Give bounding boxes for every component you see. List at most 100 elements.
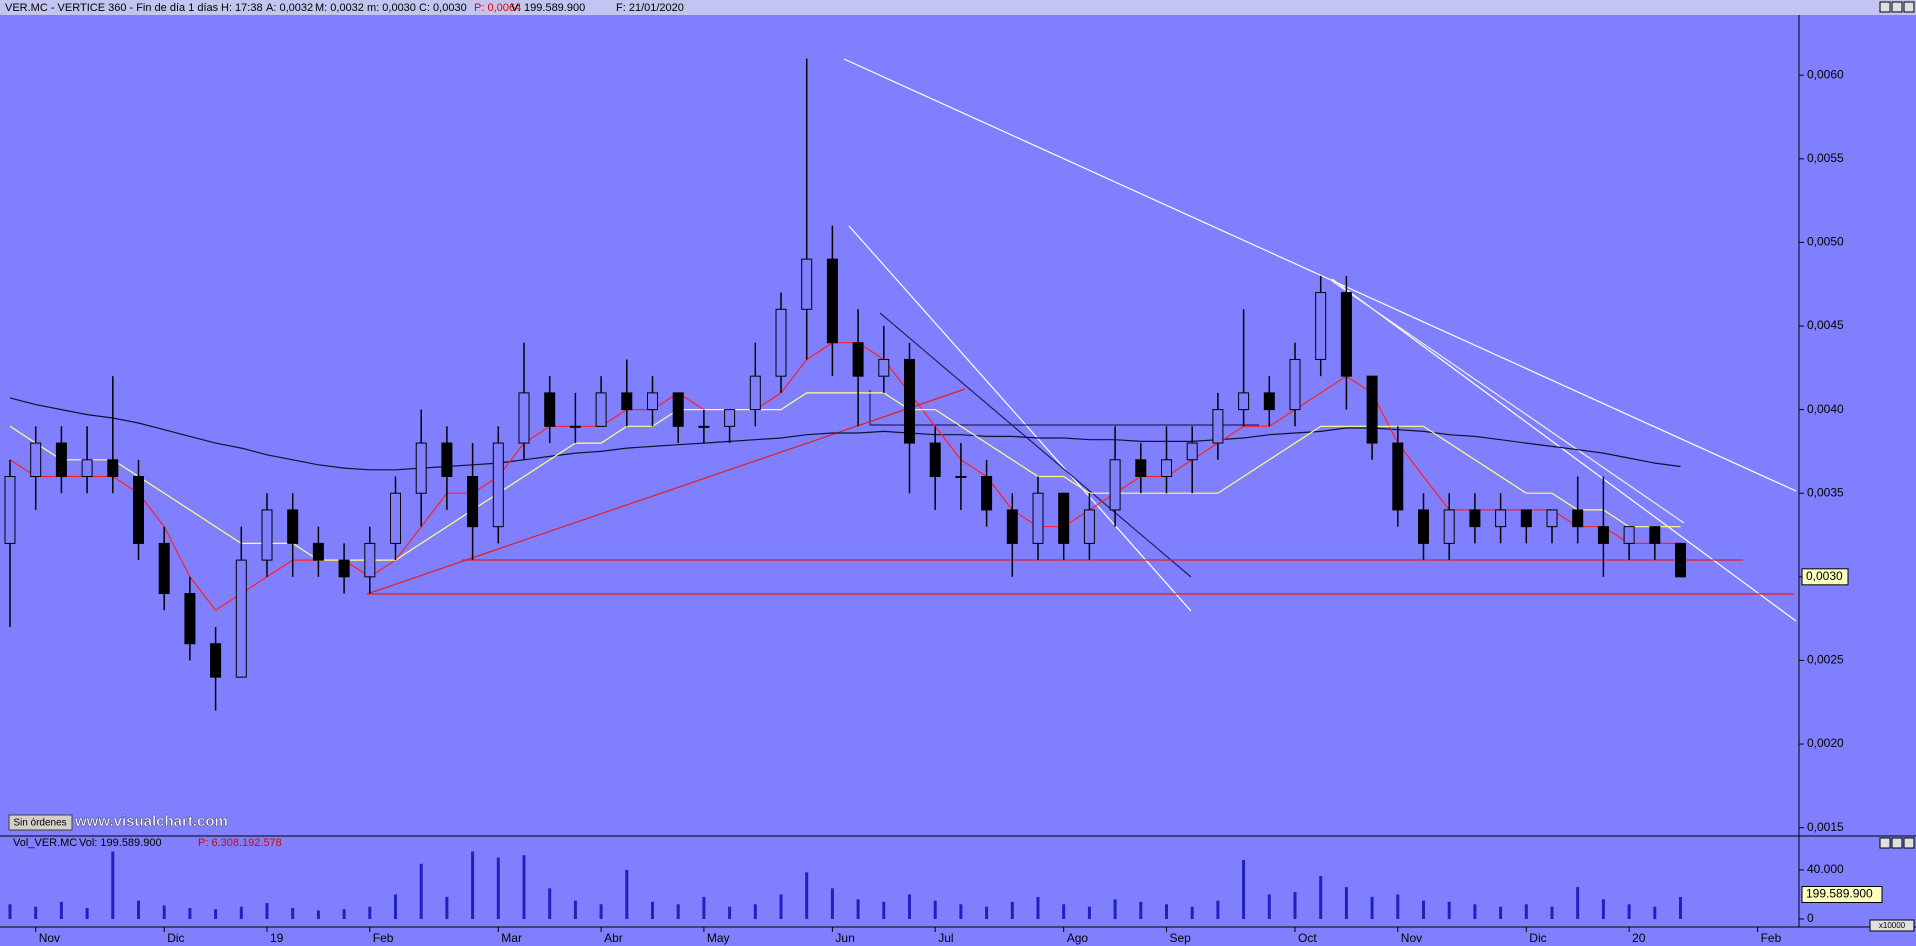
candle-body	[1109, 459, 1121, 511]
volume-bar	[1267, 894, 1271, 919]
candle-body	[1495, 509, 1507, 528]
header-item: A: 0,0032	[266, 2, 313, 14]
volume-bar	[1036, 896, 1040, 919]
volume-unit: x10000	[1879, 921, 1906, 930]
x-tick-label: May	[707, 931, 730, 945]
window-buttons[interactable]	[1879, 1, 1915, 849]
y-tick-label: 0,0055	[1807, 151, 1844, 165]
candle-body	[981, 475, 993, 511]
volume-bar	[1190, 906, 1194, 919]
candle-body	[775, 308, 787, 377]
y-tick-label: 0,0040	[1807, 402, 1844, 416]
volume-bar	[419, 863, 423, 919]
y-tick-label: 0,0025	[1807, 653, 1844, 667]
candle-body	[338, 559, 350, 578]
y-tick-label: 40.000	[1807, 862, 1844, 876]
x-tick-label: Feb	[1761, 931, 1782, 945]
close-button[interactable]	[1903, 1, 1915, 13]
candle-body	[647, 392, 658, 411]
trendline	[879, 312, 1192, 578]
candle-body	[1469, 509, 1481, 528]
candle-body	[1649, 526, 1661, 544]
orders-button-label[interactable]: Sin órdenes	[13, 818, 66, 829]
y-tick-label: 0,0015	[1807, 820, 1844, 834]
x-tick-label: Abr	[604, 931, 623, 945]
x-tick-label: 19	[270, 931, 284, 945]
header-item: V: 199.589.900	[511, 2, 585, 14]
minimize-button[interactable]	[1879, 1, 1891, 13]
x-tick-label: Ago	[1067, 931, 1089, 945]
volume-bar	[1062, 904, 1066, 919]
volume-bar	[856, 899, 860, 919]
candle-body	[235, 559, 247, 678]
volume-bar	[676, 904, 680, 919]
volume-bar	[753, 904, 757, 919]
orders-button[interactable]	[8, 814, 73, 831]
candle-body	[55, 442, 67, 477]
volume-bar	[1344, 887, 1348, 919]
volume-bar	[1165, 904, 1168, 919]
volume-bar	[34, 906, 38, 919]
volume-bar	[1576, 887, 1580, 919]
volume-bar	[1627, 904, 1631, 919]
volume-bar	[651, 901, 654, 919]
moving-average	[9, 397, 1681, 471]
volume-bar	[265, 903, 269, 919]
trendline	[848, 225, 1192, 612]
trendline	[1331, 280, 1685, 524]
candle-body	[1263, 392, 1275, 411]
volume-bar	[1319, 876, 1323, 919]
volume-bar	[111, 851, 115, 919]
maximize-button[interactable]	[1891, 1, 1903, 13]
volume-bar	[1499, 906, 1503, 919]
close-button[interactable]	[1903, 837, 1915, 849]
volume-bar	[1524, 904, 1528, 919]
candle-body	[852, 342, 864, 377]
volume-bar	[394, 894, 397, 919]
unit-box	[1869, 919, 1915, 932]
candle-body	[1623, 526, 1635, 544]
volume-bar	[933, 900, 937, 919]
candle-body	[1058, 492, 1070, 544]
candle-body	[133, 475, 144, 544]
candle-body	[1520, 509, 1532, 528]
price-marker: 0,0030	[1806, 569, 1843, 583]
candle-body	[621, 392, 633, 411]
candle-body	[1315, 292, 1327, 360]
volume-bar	[316, 910, 320, 919]
volume-marker: 199.589.900	[1806, 887, 1873, 901]
volume-bar	[805, 872, 809, 919]
volume-bar	[85, 907, 89, 919]
volume-bar	[162, 905, 166, 919]
candle-body	[1238, 392, 1250, 411]
volume-bar	[1293, 892, 1297, 919]
volume-bar	[291, 907, 295, 919]
minimize-button[interactable]	[1879, 837, 1891, 849]
candle-body	[1418, 509, 1429, 544]
candle-body	[672, 392, 684, 427]
candle-body	[390, 492, 401, 544]
volume-bar	[1010, 901, 1014, 919]
volume-bar	[522, 855, 526, 919]
header-item: H: 17:38	[221, 2, 263, 14]
volume-bar	[1242, 860, 1246, 919]
volume-bar	[573, 900, 577, 919]
header-item: C: 0,0030	[419, 2, 467, 14]
header-item: F: 21/01/2020	[616, 2, 684, 14]
y-tick-label: 0	[1807, 911, 1814, 925]
x-tick-label: Jun	[835, 931, 854, 945]
volume-bar	[471, 851, 475, 919]
volume-bar	[548, 888, 552, 919]
volume-bar	[368, 906, 372, 919]
maximize-button[interactable]	[1891, 837, 1903, 849]
x-tick-label: Sep	[1170, 931, 1192, 945]
x-tick-label: Dic	[1529, 931, 1546, 945]
candle-body	[1083, 509, 1095, 544]
candle-body	[492, 442, 504, 528]
candle-body	[595, 392, 607, 427]
volume-bar	[1216, 900, 1220, 919]
x-tick-label: 20	[1632, 931, 1646, 945]
candle-body	[1597, 526, 1609, 544]
header-item: P: 0,0064	[474, 2, 521, 14]
